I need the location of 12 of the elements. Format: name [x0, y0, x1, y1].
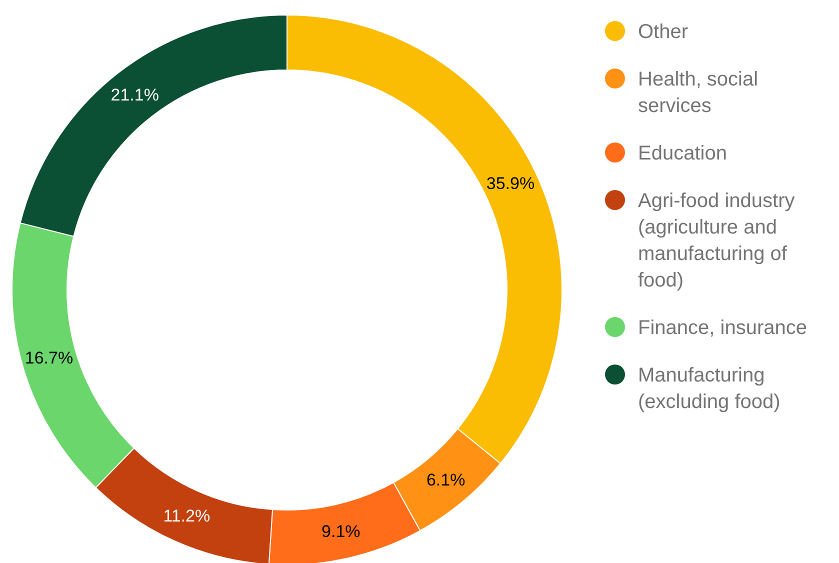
legend-label: Agri-food industry (agriculture and manufacturing of food)	[638, 190, 795, 292]
data-label: 21.1%	[110, 85, 159, 104]
data-label: 11.2%	[163, 506, 210, 526]
legend-label: Finance, insurance	[638, 317, 807, 339]
data-label: 6.1%	[426, 470, 466, 490]
legend-label: Health, social services	[638, 68, 758, 117]
data-label: 9.1%	[322, 522, 360, 542]
data-label: 16.7%	[24, 348, 74, 368]
legend-label: Manufacturing (excluding food)	[638, 364, 780, 413]
data-label: 35.9%	[486, 174, 535, 194]
legend-label: Education	[638, 142, 727, 164]
legend-label: Other	[638, 21, 688, 43]
